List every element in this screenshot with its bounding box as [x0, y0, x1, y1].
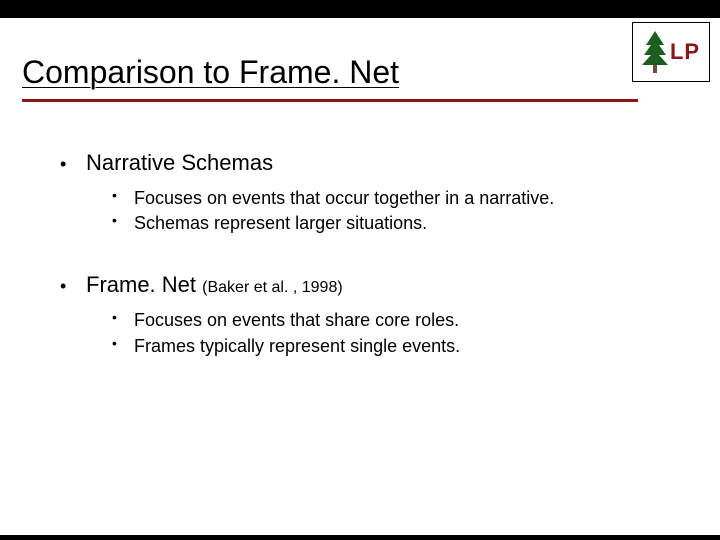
citation: (Baker et al. , 1998) — [202, 279, 343, 296]
list-item: • Schemas represent larger situations. — [112, 211, 680, 236]
bottom-bar — [0, 535, 720, 540]
bullet-icon: • — [60, 153, 86, 175]
bullet-icon: • — [112, 211, 134, 236]
list-item-label: Focuses on events that share core roles. — [134, 308, 459, 333]
list-item-label: Frames typically represent single events… — [134, 334, 460, 359]
list-item: • Focuses on events that share core role… — [112, 308, 680, 333]
content-area: • Narrative Schemas • Focuses on events … — [60, 150, 680, 395]
list-item: • Frame. Net (Baker et al. , 1998) — [60, 272, 680, 298]
list-item-label: Frame. Net — [86, 272, 196, 297]
list-item: • Focuses on events that occur together … — [112, 186, 680, 211]
slide-title: Comparison to Frame. Net — [22, 54, 698, 97]
bullet-icon: • — [112, 334, 134, 359]
title-area: Comparison to Frame. Net — [22, 54, 698, 102]
sublist: • Focuses on events that share core role… — [112, 308, 680, 358]
bullet-icon: • — [60, 275, 86, 297]
bullet-icon: • — [112, 308, 134, 333]
sublist: • Focuses on events that occur together … — [112, 186, 680, 236]
list-item: • Frames typically represent single even… — [112, 334, 680, 359]
bullet-icon: • — [112, 186, 134, 211]
list-item-label: Schemas represent larger situations. — [134, 211, 427, 236]
list-item: • Narrative Schemas — [60, 150, 680, 176]
title-underline — [22, 99, 638, 102]
top-bar — [0, 0, 720, 18]
list-item-label: Focuses on events that occur together in… — [134, 186, 554, 211]
list-item-label: Narrative Schemas — [86, 150, 273, 176]
